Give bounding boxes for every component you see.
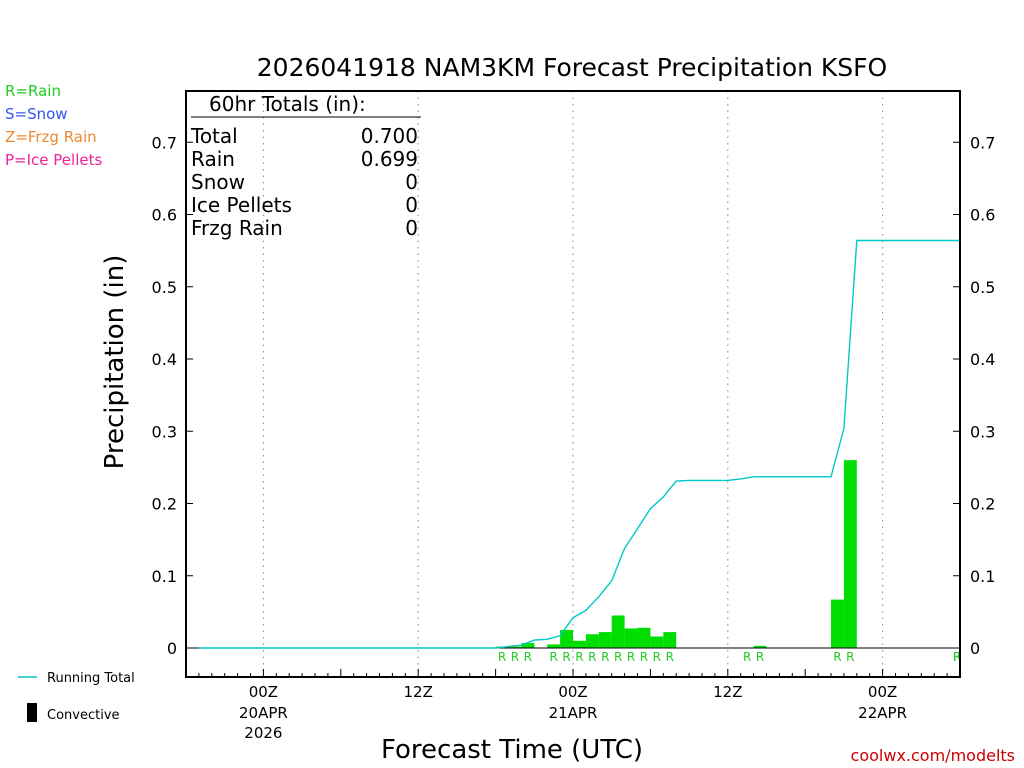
rain-bar [547,644,561,648]
y-tick-label: 0.2 [970,495,995,514]
rain-bar [753,645,767,648]
x-tick-date-label: 21APR [549,704,598,722]
totals-row-label: Ice Pellets [191,193,292,217]
precip-type-marker: R [588,650,596,664]
x-tick-date-label: 20APR [239,704,288,722]
y-tick-label: 0.7 [152,133,177,152]
precip-type-marker: R [833,650,841,664]
precip-type-marker: R [498,650,506,664]
precip-type-markers: R R R R R R R R R R R R R R R R R RRR [498,650,961,664]
precip-type-marker: R [953,650,961,664]
totals-heading: 60hr Totals (in): [209,92,366,116]
totals-row-value: 0 [405,193,418,217]
precip-type-marker: R [953,650,961,664]
rain-bar [560,629,573,648]
y-tick-label: 0.2 [152,495,177,514]
y-tick-label: 0.1 [152,567,177,586]
series-legend: Running Total Convective [18,671,135,723]
totals-row-label: Rain [191,147,235,171]
precip-type-marker: R [549,650,557,664]
precip-type-marker: R [653,650,661,664]
rain-bar [843,460,857,648]
precip-type-marker: R [756,650,764,664]
totals-row-label: Snow [191,170,245,194]
running-total-line [198,142,961,649]
precip-type-marker: R [640,650,648,664]
x-tick-label: 00Z [558,683,587,701]
y-tick-label: 0.3 [970,422,995,441]
x-tick-date-label: 22APR [858,704,907,722]
precip-type-legend-item: R=Rain [5,82,61,100]
totals-rows: Total 0.700 Rain 0.699 Snow 0 Ice Pellets 0 Frzg… [190,124,418,240]
y-tick-label: 0.5 [152,278,177,297]
chart-title: 2026041918 NAM3KM Forecast Precipitation… [257,53,887,82]
y-tick-label: 0.5 [970,278,995,297]
y-tick-label: 0 [167,639,177,658]
precip-type-marker: R [627,650,635,664]
totals-row-label: Frzg Rain [191,216,283,240]
totals-row-label: Total [190,124,238,148]
rain-bar [598,632,612,648]
precip-type-marker: R [562,650,570,664]
totals-row-value: 0.700 [361,124,418,148]
y-tick-label: 0.6 [152,206,177,225]
running-total-legend-label: Running Total [47,671,135,686]
y-tick-label: 0 [970,639,980,658]
y-tick-label: 0.3 [152,422,177,441]
rain-bar [637,627,651,648]
totals-row-value: 0.699 [361,147,418,171]
rain-bar [521,642,535,648]
precip-type-legend: R=Rain S=Snow Z=Frzg Rain P=Ice Pellets [5,82,102,169]
precip-type-marker: R [666,650,674,664]
x-axis: 00Z 20APR 2026 12Z 00Z 21APR 12Z 00Z 22APR [198,669,961,742]
precip-type-legend-item: Z=Frzg Rain [5,128,97,146]
precip-type-marker: R [614,650,622,664]
convective-legend-label: Convective [47,708,120,723]
rain-bar [585,634,599,648]
precip-type-marker: R [953,650,961,664]
precip-type-legend-item: S=Snow [5,105,68,123]
x-axis-title: Forecast Time (UTC) [381,735,643,765]
precip-type-marker: R [575,650,583,664]
x-tick-year-label: 2026 [244,724,282,742]
y-axis-left: 0 0.1 0.2 0.3 0.4 0.5 0.6 0.7 [152,133,193,658]
rain-bar [611,615,625,648]
y-tick-label: 0.4 [970,350,995,369]
precip-type-marker: R [524,650,532,664]
y-axis-right: 0 0.1 0.2 0.3 0.4 0.5 0.6 0.7 [953,133,995,658]
y-tick-label: 0.1 [970,567,995,586]
rain-bar [624,628,638,648]
y-tick-label: 0.4 [152,350,177,369]
rain-bar [573,640,586,648]
watermark: coolwx.com/modelts [851,746,1015,765]
precip-type-marker: R [846,650,854,664]
rain-bar [831,599,844,648]
totals-row-value: 0 [405,216,418,240]
precip-type-marker: R [601,650,609,664]
precip-type-marker: R [743,650,751,664]
x-tick-label: 00Z [868,683,897,701]
rain-bar [650,636,664,648]
y-axis-title: Precipitation (in) [100,255,130,470]
grid-lines [262,91,884,677]
totals-row-value: 0 [405,170,418,194]
precip-type-legend-item: P=Ice Pellets [5,151,102,169]
rain-bar [508,646,522,648]
x-tick-label: 00Z [249,683,278,701]
x-tick-label: 12Z [713,683,742,701]
convective-legend-swatch [27,703,37,722]
rain-bar [663,632,677,648]
y-tick-label: 0.7 [970,133,995,152]
rain-bars [495,460,857,648]
totals-box: 60hr Totals (in): Total 0.700 Rain 0.699 Sno… [190,92,421,240]
y-tick-label: 0.6 [970,206,995,225]
precip-type-marker: R [511,650,519,664]
x-tick-label: 12Z [404,683,433,701]
